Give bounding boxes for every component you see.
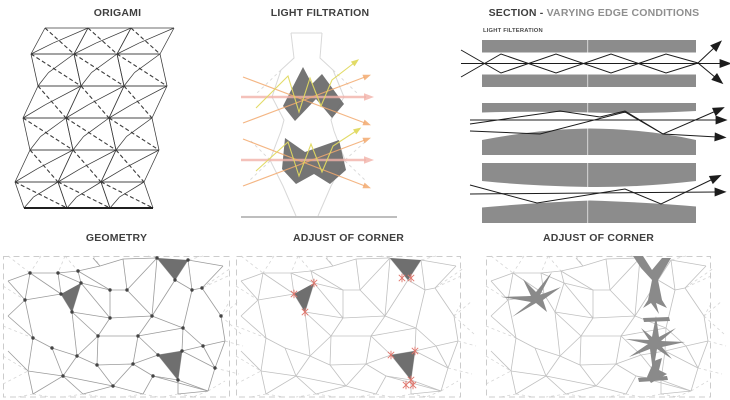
adjust-corner-mesh-panel-2 [485,255,727,398]
mesh-node-dot [79,281,83,285]
mesh-node-dot [61,374,65,378]
louver-bar [482,103,696,113]
panel-dashed-border [3,256,230,398]
mesh-graphics [485,255,727,398]
light-filteration-label: LIGHT FILTERATION [483,28,543,34]
mesh-node-dot [50,346,54,350]
mesh-node-dot [59,292,63,296]
dark-fold-shape [283,67,344,121]
origami-fold-pattern [14,27,175,209]
mesh-node-dot [213,366,217,370]
red-corner-mark [310,278,318,288]
mesh-node-dot [23,298,27,302]
adjust-corner-mesh-panel-1 [235,255,477,398]
filled-triangle [294,283,314,312]
red-corner-mark [301,307,309,317]
panel-dashed-border [486,256,711,398]
mesh-node-dot [176,378,180,382]
mesh-node-dot [156,353,160,357]
mesh-graphics [2,255,244,398]
louver-bar [482,74,696,87]
mesh-node-dot [136,334,140,338]
mesh-node-dot [186,258,190,262]
mesh-node-dot [75,354,79,358]
filled-triangle [61,283,81,312]
section-title-bold: SECTION - [488,7,547,19]
mesh-node-dot [200,286,204,290]
panel-dashed-border [236,256,461,398]
red-corner-mark [387,350,395,360]
louver-bar [482,163,696,188]
mesh-node-dot [108,316,112,320]
filled-triangle [391,351,415,380]
mesh-node-dot [181,326,185,330]
red-corner-mark [409,380,417,390]
adjusted-corner-shape [638,376,668,382]
light-filtration-graphics [241,32,397,218]
mesh-node-dot [190,288,194,292]
mesh-node-dot [131,362,135,366]
red-corner-mark [290,289,298,299]
section-title: SECTION - VARYING EDGE CONDITIONS [458,7,730,19]
section-edge-conditions-diagram [460,40,730,223]
louver-bar [482,40,696,53]
mesh-node-dot [155,256,159,260]
mesh-node-dot [108,288,112,292]
mesh-node-dot [125,288,129,292]
red-corner-mark [398,273,406,283]
filled-triangle [390,258,421,280]
origami-title: ORIGAMI [93,7,142,19]
mesh-node-dot [95,363,99,367]
adjusted-corner-shape [625,316,685,372]
mesh-node-dot [96,334,100,338]
mesh-graphics [235,255,477,398]
mesh-node-dot [201,344,205,348]
section-title-gray: VARYING EDGE CONDITIONS [546,7,700,19]
mesh-node-dot [151,374,155,378]
mesh-node-dot [31,336,35,340]
mesh-node-dot [56,271,60,275]
geometry-mesh-panel [2,255,244,398]
mesh-node-dot [76,269,80,273]
mesh-node-dot [150,314,154,318]
mesh-node-dot [111,384,115,388]
section-graphics [460,40,730,223]
mesh-node-dot [28,271,32,275]
geometry-title: GEOMETRY [85,232,148,244]
filled-triangle [158,351,182,380]
adjust-of-corner-title-1: ADJUST OF CORNER [292,232,405,244]
light-filtration-diagram [241,32,397,218]
adjusted-corner-shape [633,256,671,314]
louver-bar [482,128,696,155]
red-corner-mark [407,273,415,283]
adjusted-corner-shape [502,272,561,317]
mesh-node-dot [180,349,184,353]
mesh-node-dot [173,278,177,282]
mesh-node-dot [219,314,223,318]
red-corner-mark [411,346,419,356]
louver-bar [482,200,696,223]
origami-pattern [14,27,175,209]
adjust-of-corner-title-2: ADJUST OF CORNER [542,232,655,244]
mesh-node-dot [70,310,74,314]
light-filtration-title: LIGHT FILTRATION [270,7,370,19]
red-corner-mark [402,380,410,390]
filled-triangle [157,258,188,280]
